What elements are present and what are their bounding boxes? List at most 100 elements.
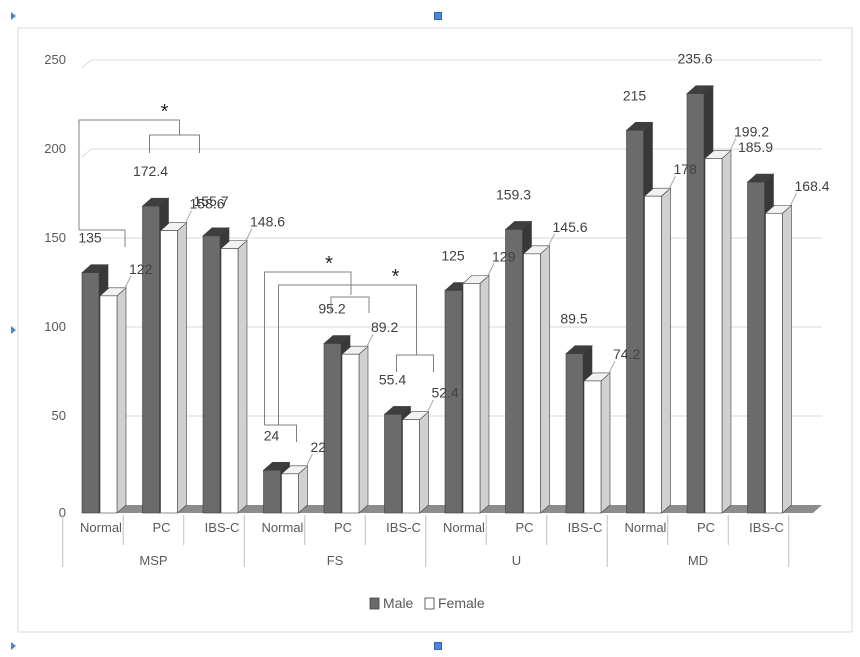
bars [81,84,793,514]
x-tick-label: Normal [625,520,667,535]
data-label-male: 155.7 [193,193,228,209]
gridline [81,148,822,158]
x-axis: Normal PC IBS-C Normal PC IBS-C Normal PC IBS-C N… [62,515,790,568]
x-tick-label: IBS-C [749,520,784,535]
significance-bracket [78,119,180,230]
legend-swatch-male [369,597,380,610]
y-axis-ticks: 0 50 100 150 200 250 [44,52,66,520]
data-label-female: 129 [492,248,516,264]
significance-star: * [161,101,169,123]
selection-handle-middle-left[interactable] [11,326,16,334]
bar-female [280,465,309,514]
x-tick-label: Normal [262,520,304,535]
x-tick-label: Normal [443,520,485,535]
bar-female [99,287,127,514]
x-tick-label: IBS-C [568,520,603,535]
significance-bracket [79,229,126,247]
data-label-female: 158.6 [190,196,225,212]
significance-brackets: * * * [78,101,434,442]
significance-star: * [325,253,333,275]
bar-female [341,345,369,514]
y-tick-label: 150 [44,230,66,245]
bar-female [583,372,611,514]
data-label-male: 235.6 [677,51,712,67]
selection-handle-top-center[interactable] [434,12,442,20]
data-label-male: 135 [78,230,102,246]
data-label-leader [244,228,253,243]
data-label-female: 145.6 [553,219,588,235]
selection-handle-top-left[interactable] [11,12,16,20]
data-label-leader [668,175,676,191]
data-label-leader [123,275,132,291]
y-tick-label: 0 [59,505,66,520]
significance-star: * [392,266,400,288]
significance-bracket [278,284,417,425]
x-tick-label: PC [152,520,170,535]
data-label-male: 89.5 [560,311,587,327]
significance-bracket [330,296,370,313]
data-label-male: 159.3 [496,186,531,202]
data-label-leader [365,334,374,349]
x-group-label: MSP [139,553,167,568]
bar-female [764,204,793,514]
x-tick-label: PC [697,520,715,535]
data-label-leader [305,453,313,469]
x-tick-label: IBS-C [205,520,240,535]
x-group-label: U [512,553,521,568]
x-tick-label: IBS-C [386,520,421,535]
x-tick-label: PC [515,520,533,535]
bar-female [462,274,490,514]
data-label-female: 148.6 [250,213,285,229]
data-label-male: 215 [623,87,647,103]
bar-female [159,222,188,514]
data-label-leader [426,399,434,414]
x-tick-label: Normal [80,520,122,535]
data-label-female: 22 [311,439,327,455]
data-label-male: 172.4 [133,163,168,179]
selection-handle-bottom-center[interactable] [434,642,442,650]
data-label-female: 168.4 [795,178,830,194]
data-label-female: 178 [674,161,698,177]
data-label-leader [184,210,192,225]
gridline [81,237,822,247]
bar-female [704,149,732,514]
data-label-male: 185.9 [738,139,773,155]
bar-female [643,187,672,514]
gridline [81,59,822,69]
data-label-female: 74.2 [613,346,640,362]
legend-label-female: Female [438,595,485,611]
selection-handle-bottom-left[interactable] [11,642,16,650]
legend-swatch-female [424,597,435,610]
y-tick-label: 100 [44,319,66,334]
data-label-female: 52.4 [432,385,459,401]
x-group-label: FS [327,553,344,568]
significance-bracket [264,424,297,442]
x-tick-label: PC [334,520,352,535]
bar-female [220,239,248,514]
data-label-female: 199.2 [734,123,769,139]
significance-bracket [396,354,434,372]
bar-female [522,245,551,514]
y-tick-label: 200 [44,141,66,156]
data-label-female: 122 [129,261,153,277]
data-label-leader [728,138,737,153]
data-label-female: 89.2 [371,319,398,335]
data-label-male: 55.4 [379,371,406,387]
legend: Male Female [369,595,485,611]
legend-label-male: Male [383,595,414,611]
y-tick-label: 250 [44,52,66,67]
bar-female [401,411,430,514]
data-label-leader [789,193,797,208]
significance-bracket [264,271,352,425]
x-group-label: MD [688,553,708,568]
data-label-male: 95.2 [318,301,345,317]
data-label-male: 24 [264,427,280,443]
data-label-leader [607,360,616,376]
data-label-leader [486,263,495,278]
data-label-leader [547,233,555,249]
y-tick-label: 50 [52,408,66,423]
significance-bracket [149,134,200,153]
